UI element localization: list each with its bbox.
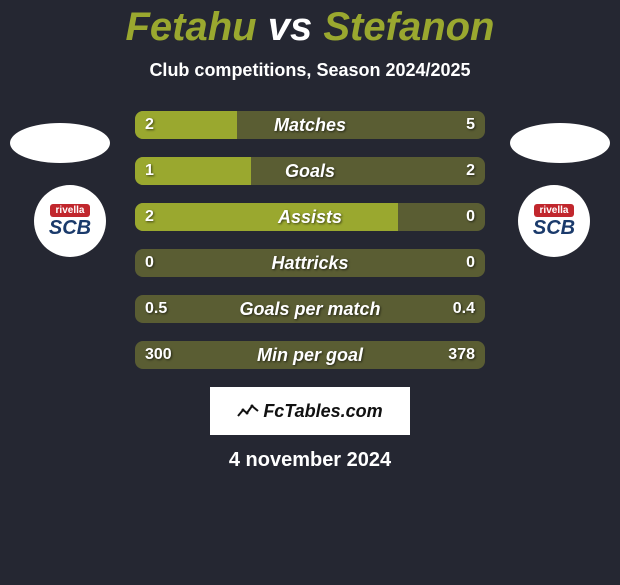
player2-name: Stefanon [323, 5, 494, 49]
stat-label: Goals [135, 157, 485, 185]
brand-box[interactable]: FcTables.com [210, 387, 410, 435]
player2-club-logo: rivella SCB [518, 185, 590, 257]
stat-row: 0.5 Goals per match 0.4 [135, 295, 485, 323]
stat-row: 300 Min per goal 378 [135, 341, 485, 369]
player2-avatar [510, 123, 610, 163]
stat-label: Hattricks [135, 249, 485, 277]
stat-value-right: 378 [448, 341, 475, 369]
subtitle: Club competitions, Season 2024/2025 [0, 60, 620, 81]
stat-row: 0 Hattricks 0 [135, 249, 485, 277]
logo-main-text: SCB [533, 218, 575, 238]
stat-row: 1 Goals 2 [135, 157, 485, 185]
stat-value-right: 2 [466, 157, 475, 185]
chart-icon [237, 402, 259, 420]
page-title: Fetahu vs Stefanon [0, 5, 620, 50]
stat-label: Matches [135, 111, 485, 139]
vs-text: vs [268, 5, 313, 49]
logo-top-text: rivella [534, 204, 575, 217]
stat-value-right: 0 [466, 203, 475, 231]
stat-value-right: 0 [466, 249, 475, 277]
date-text: 4 november 2024 [0, 449, 620, 472]
stat-label: Assists [135, 203, 485, 231]
stat-value-right: 5 [466, 111, 475, 139]
logo-main-text: SCB [49, 218, 91, 238]
brand-text: FcTables.com [263, 401, 382, 422]
comparison-card: Fetahu vs Stefanon Club competitions, Se… [0, 5, 620, 585]
player1-avatar [10, 123, 110, 163]
player1-club-logo: rivella SCB [34, 185, 106, 257]
logo-top-text: rivella [50, 204, 91, 217]
stat-row: 2 Matches 5 [135, 111, 485, 139]
stat-label: Min per goal [135, 341, 485, 369]
player1-name: Fetahu [126, 5, 257, 49]
stat-value-right: 0.4 [453, 295, 475, 323]
stat-row: 2 Assists 0 [135, 203, 485, 231]
stat-label: Goals per match [135, 295, 485, 323]
stats-bars: 2 Matches 5 1 Goals 2 2 Assists 0 0 Hatt… [135, 111, 485, 369]
